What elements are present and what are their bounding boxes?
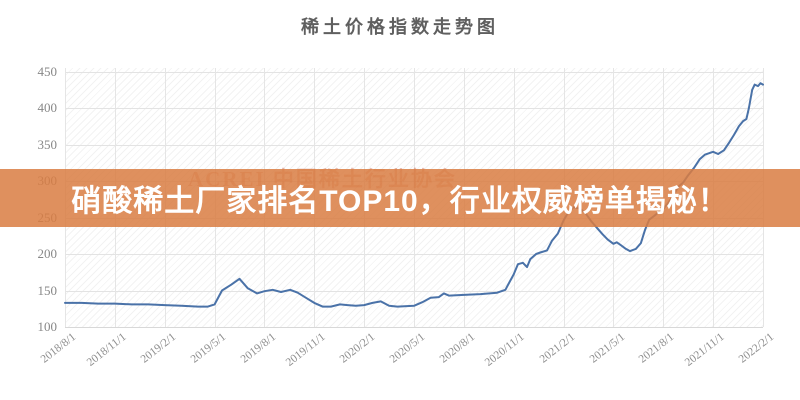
promo-banner-text: 硝酸稀土厂家排名TOP10，行业权威榜单揭秘！	[71, 185, 729, 218]
price-line	[64, 82, 764, 308]
y-tick-label-450: 450	[37, 63, 58, 79]
y-tick-label-200: 200	[37, 246, 58, 261]
promo-banner[interactable]: 硝酸稀土厂家排名TOP10，行业权威榜单揭秘！	[0, 169, 800, 227]
y-tick-label-350: 350	[37, 136, 58, 152]
y-tick-label-150: 150	[37, 282, 58, 298]
y-tick-label-100: 100	[37, 319, 58, 334]
chart-title: 稀土价格指数走势图	[301, 17, 499, 37]
h-gridline-100	[65, 327, 763, 328]
y-tick-label-400: 400	[37, 100, 58, 115]
